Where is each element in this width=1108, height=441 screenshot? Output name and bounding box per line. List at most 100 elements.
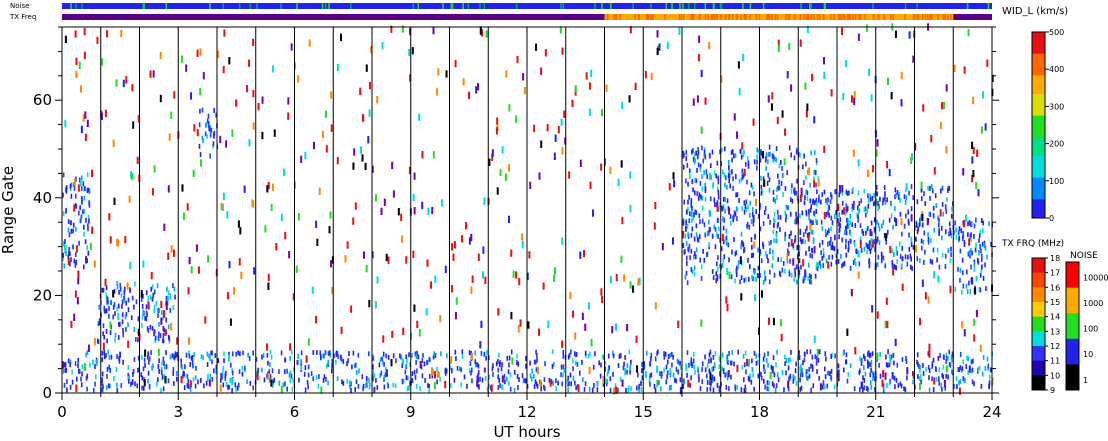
echo-cell [909,253,912,259]
echo-cell [164,376,167,384]
echo-cell [915,222,918,228]
echo-cell [262,353,265,358]
echo-cell [710,357,712,363]
echo-cell [405,354,407,360]
echo-cell [790,349,792,355]
echo-cell [120,30,123,38]
echo-cell [747,160,750,166]
echo-cell [644,370,647,379]
echo-cell [352,350,355,356]
echo-cell [491,153,494,161]
echo-cell [206,376,209,382]
echo-cell [867,203,870,209]
echo-cell [835,253,838,259]
noise-bar-spike [75,3,77,9]
echo-cell [238,258,241,266]
echo-cell [990,241,992,247]
echo-cell [368,109,371,117]
echo-cell [939,121,942,130]
echo-cell [477,370,480,376]
txfreq-bar [62,14,992,20]
echo-cell [806,369,809,374]
noise-bar-spike [209,3,211,9]
echo-cell [785,370,787,376]
echo-cell [511,357,514,365]
echo-cell [269,374,272,379]
echo-cell [62,172,65,178]
echo-cell [172,371,175,376]
echo-cell [816,266,819,272]
echo-cell [433,371,436,379]
echo-cell [222,382,225,388]
echo-cell [523,86,526,95]
echo-cell [819,260,821,266]
echo-cell [656,365,659,374]
echo-cell [858,208,860,214]
echo-cell [818,197,820,203]
echo-cell [801,210,804,216]
echo-cell [411,353,413,358]
echo-cell [184,364,186,370]
echo-cell [853,97,856,106]
echo-cell [828,228,830,234]
width-colorbar-cell [1032,162,1045,166]
echo-cell [102,342,105,350]
echo-cell [535,367,538,373]
txfreq-stripe [698,14,701,20]
x-axis-label: UT hours [493,423,560,441]
echo-cell [255,356,258,362]
echo-cell [864,356,866,362]
echo-cell [721,205,723,211]
echo-cell [690,218,693,224]
echo-cell [882,385,885,391]
echo-cell [671,237,674,245]
echo-cell [675,378,678,384]
echo-cell [971,141,974,150]
echo-cell [223,29,226,37]
echo-cell [350,387,352,393]
echo-cell [975,242,977,248]
hour-lines [100,27,954,393]
noise-colorbar-label: 1 [1083,376,1088,385]
echo-cell [923,191,925,197]
echo-cell [938,217,940,223]
echo-cell [735,206,738,212]
echo-cell [129,287,131,293]
echo-cell [196,49,199,57]
echo-cell [607,368,610,374]
echo-cell [851,222,854,228]
noise-bar-spike [966,3,969,9]
echo-cell [137,316,140,322]
echo-cell [81,196,83,201]
txfreq-colorbar-cell [1032,287,1045,303]
noise-bar-spike [762,3,765,9]
echo-cell [959,351,962,357]
noise-bar-spike [594,3,596,9]
echo-cell [762,356,765,362]
echo-cell [692,215,695,221]
echo-cell [751,274,753,280]
echo-cell [333,353,335,359]
echo-cell [888,217,891,223]
echo-cell [64,35,67,44]
echo-cell [81,364,84,370]
echo-cell [436,370,439,379]
echo-cell [383,384,386,390]
echo-cell [156,381,158,387]
echo-cell [759,249,762,254]
echo-cell [917,374,919,380]
echo-cell [101,377,103,383]
y-tick-label: 40 [33,189,52,207]
echo-cell [833,246,836,252]
echo-cell [215,364,218,370]
echo-cell [750,219,753,225]
echo-cell [912,379,914,385]
echo-cell [747,257,749,263]
width-colorbar-cell [1032,84,1045,89]
echo-cell [898,241,901,247]
echo-cell [691,269,694,275]
width-colorbar-cell [1032,44,1045,48]
echo-cell [78,369,81,374]
echo-cell [784,210,786,216]
txfreq-stripe [768,14,771,20]
